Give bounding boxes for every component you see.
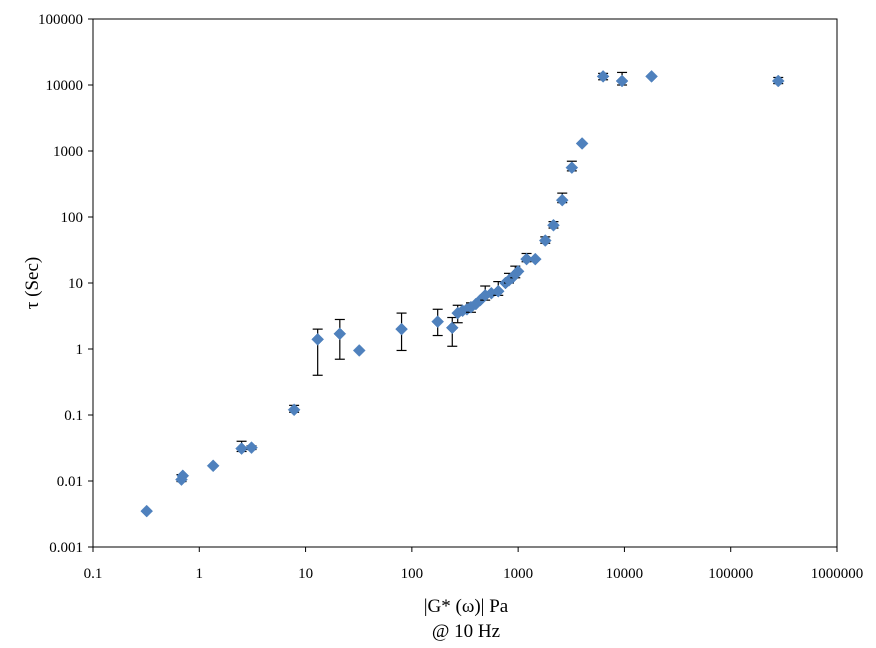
data-point (520, 252, 533, 266)
x-tick-label: 100000 (708, 566, 753, 582)
data-points (140, 70, 785, 518)
data-point (538, 234, 552, 247)
plot-area (92, 18, 838, 548)
data-point (511, 265, 525, 278)
data-point (206, 459, 220, 473)
x-tick-label: 100 (401, 566, 424, 582)
y-axis-title: τ (Sec) (22, 257, 43, 309)
x-tick-label: 1 (196, 566, 204, 582)
y-tick-label: 10000 (46, 78, 84, 94)
data-point (555, 193, 569, 207)
data-point (575, 137, 589, 150)
data-point (311, 333, 325, 346)
y-axis: 0.001 0.01 0.1 1 10 100 1000 10000 100000 (38, 12, 93, 556)
x-tick-label: 1000000 (811, 566, 864, 582)
data-point (235, 442, 248, 455)
data-point (596, 70, 610, 83)
data-point (445, 321, 459, 335)
x-tick-label: 10 (298, 566, 313, 582)
data-point (176, 469, 190, 483)
y-tick-label: 100000 (38, 12, 83, 28)
y-tick-label: 10 (68, 276, 83, 292)
y-tick-label: 1 (76, 342, 84, 358)
data-point (491, 284, 505, 298)
data-point (287, 403, 301, 417)
data-point (547, 218, 560, 232)
x-axis: 0.1 1 10 100 1000 10000 100000 1000000 (84, 547, 864, 582)
data-point (245, 441, 258, 455)
data-point (771, 74, 785, 88)
x-axis-title: |G* (ω)| Pa (424, 596, 509, 617)
y-tick-label: 0.1 (64, 408, 83, 424)
data-point (395, 322, 408, 336)
plot-frame (92, 18, 838, 548)
data-point (565, 161, 579, 174)
x-tick-label: 0.1 (84, 566, 103, 582)
data-point (140, 504, 154, 518)
x-tick-label: 1000 (503, 566, 533, 582)
data-point (528, 252, 542, 266)
y-tick-label: 1000 (53, 144, 83, 160)
y-tick-label: 0.001 (49, 540, 83, 556)
x-axis-subtitle: @ 10 Hz (432, 621, 500, 642)
y-tick-label: 0.01 (57, 474, 83, 490)
data-point (615, 74, 629, 88)
data-point (645, 70, 658, 83)
data-point (333, 327, 347, 341)
x-tick-label: 10000 (606, 566, 644, 582)
y-tick-label: 100 (61, 210, 84, 226)
data-point (431, 315, 445, 328)
data-point (352, 344, 366, 357)
